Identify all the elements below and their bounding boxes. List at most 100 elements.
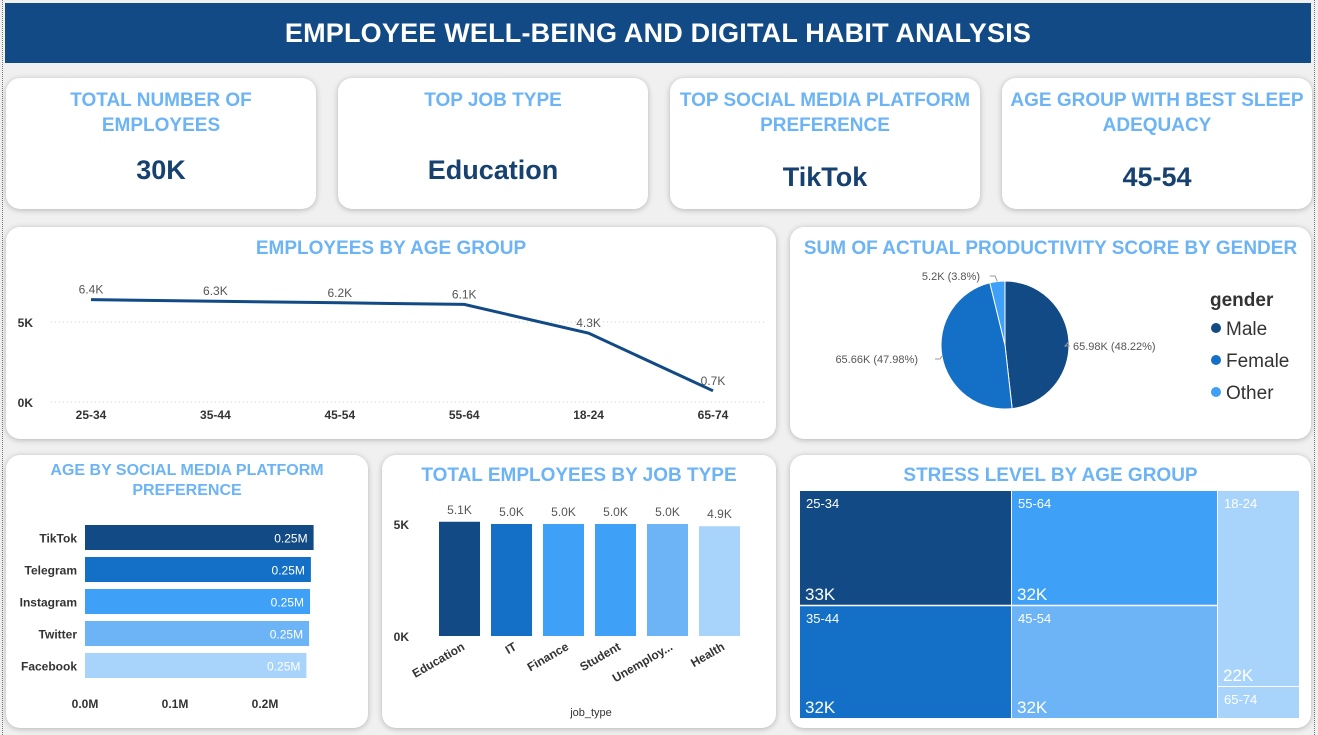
kpi-value: TikTok [782, 162, 868, 192]
data-label: 6.2K [327, 286, 352, 300]
data-label: 5.0K [499, 505, 524, 519]
chart-title: TOTAL EMPLOYEES BY JOB TYPE [421, 465, 737, 486]
pie-chart-card[interactable]: SUM OF ACTUAL PRODUCTIVITY SCORE BY GEND… [790, 227, 1311, 439]
column-bar [543, 524, 584, 636]
x-axis-title: job_type [569, 707, 612, 719]
column-chart-svg: 5K0K5.1KEducation5.0KIT5.0KFinance5.0KSt… [394, 503, 740, 719]
treemap-tile-value: 32K [1017, 585, 1048, 604]
treemap-tile-value: 32K [805, 698, 836, 717]
treemap-tile [1012, 606, 1217, 718]
treemap-tile-label: 45-54 [1018, 611, 1051, 626]
dashboard-header: EMPLOYEE WELL-BEING AND DIGITAL HABIT AN… [5, 3, 1311, 63]
kpi-title: TOP SOCIAL MEDIA PLATFORM PREFERENCE [679, 90, 971, 136]
treemap-tile [1218, 687, 1299, 718]
data-label: 5.0K [655, 505, 680, 519]
treemap-tile-label: 35-44 [806, 611, 839, 626]
treemap-tile [800, 491, 1011, 605]
hbar [85, 557, 311, 582]
line-chart-svg: 0K 5K 25-34 6.4K 35-44 6.3K 45-54 6.2K 55-64 6.1K… [18, 283, 766, 422]
pie-leader-line [1063, 341, 1070, 347]
pie-chart-svg: 65.98K (48.22%) 65.66K (47.98%) 5.2K (3.8%… [835, 271, 1289, 410]
legend-marker [1211, 355, 1221, 365]
pie-slice [1004, 280, 1070, 410]
kpi-title: TOTAL NUMBER OF EMPLOYEES [70, 90, 252, 136]
pie-leader-line [935, 355, 943, 360]
data-label: 0.25M [272, 564, 305, 578]
column-bar [647, 524, 688, 636]
dashboard-title: EMPLOYEE WELL-BEING AND DIGITAL HABIT AN… [284, 17, 1032, 48]
treemap-tile [800, 606, 1011, 718]
y-tick-label: 0K [394, 630, 410, 644]
data-label: 6.1K [452, 287, 477, 301]
treemap-tile [1218, 491, 1299, 686]
y-tick-label: 5K [18, 316, 34, 330]
pie-slice [940, 282, 1013, 410]
chart-title: AGE BY SOCIAL MEDIA PLATFORM PREFERENCE [50, 462, 324, 499]
x-tick-label: Finance [525, 639, 572, 674]
data-label: 0.25M [267, 660, 300, 674]
legend-label: Female [1226, 351, 1289, 372]
treemap-svg: 25-34 33K 55-64 32K 35-44 32K 45-54 32K 18-24 22K… [800, 491, 1299, 718]
kpi-card-total-employees[interactable]: TOTAL NUMBER OF EMPLOYEES 30K [6, 78, 316, 209]
line-chart-card[interactable]: EMPLOYEES BY AGE GROUP 0K 5K 25-34 6.4K 35-4… [6, 227, 776, 439]
x-tick-label: 55-64 [449, 408, 480, 422]
legend-label: Male [1226, 319, 1267, 340]
y-tick-label: 0K [18, 396, 34, 410]
y-tick-label: TikTok [39, 532, 77, 546]
treemap-tile-label: 55-64 [1018, 496, 1051, 511]
kpi-title: TOP JOB TYPE [424, 90, 562, 111]
kpi-value: Education [427, 155, 559, 185]
legend-marker [1211, 387, 1221, 397]
treemap-tile-label: 18-24 [1224, 496, 1257, 511]
data-label: 0.7K [701, 374, 726, 388]
data-label: 0.25M [270, 628, 303, 642]
kpi-card-sleep-adequacy[interactable]: AGE GROUP WITH BEST SLEEP ADEQUACY 45-54 [1002, 78, 1312, 209]
column-bar [439, 521, 480, 636]
x-tick-label: 0.2M [252, 697, 279, 711]
kpi-value: 30K [136, 155, 186, 185]
kpi-card-top-job-type[interactable]: TOP JOB TYPE Education [338, 78, 648, 209]
data-label: 4.9K [707, 507, 732, 521]
hbar [85, 589, 310, 614]
treemap-tile-label: 25-34 [806, 496, 839, 511]
column-bar [595, 524, 636, 636]
hbar-chart-card[interactable]: AGE BY SOCIAL MEDIA PLATFORM PREFERENCE … [6, 455, 368, 728]
kpi-card-top-platform[interactable]: TOP SOCIAL MEDIA PLATFORM PREFERENCE Tik… [670, 78, 980, 209]
y-tick-label: 5K [394, 518, 410, 532]
pie-leader-line [990, 275, 998, 282]
x-tick-label: 35-44 [200, 408, 231, 422]
hbar [85, 525, 314, 550]
x-tick-label: Education [410, 639, 467, 680]
chart-title: SUM OF ACTUAL PRODUCTIVITY SCORE BY GEND… [803, 238, 1298, 259]
hbar [85, 621, 310, 646]
treemap-card[interactable]: STRESS LEVEL BY AGE GROUP 25-34 33K 55-64 3… [790, 455, 1311, 728]
hbar [85, 653, 307, 678]
x-tick-label: IT [503, 639, 520, 657]
line-series [90, 298, 714, 393]
data-label: 5.1K [447, 503, 472, 517]
column-bar [491, 524, 532, 636]
data-label: 4.3K [576, 316, 601, 330]
y-tick-label: Instagram [20, 596, 77, 610]
column-chart-card[interactable]: TOTAL EMPLOYEES BY JOB TYPE 5K 0K 5.1K Educ… [382, 455, 776, 728]
x-tick-label: 25-34 [76, 408, 107, 422]
data-label: 0.25M [274, 532, 307, 546]
data-label: 5.0K [551, 505, 576, 519]
hbar-chart-svg: TikTok 0.25M Telegram 0.25M Instagram 0.25M Tw… [20, 525, 314, 711]
x-tick-label: 18-24 [573, 408, 604, 422]
treemap-tile [1012, 491, 1217, 605]
kpi-value: 45-54 [1122, 162, 1192, 192]
data-label: 6.4K [79, 283, 104, 297]
y-tick-label: Twitter [39, 628, 78, 642]
legend-title: gender [1210, 290, 1274, 311]
y-tick-label: Telegram [25, 564, 77, 578]
x-tick-label: 0.0M [72, 697, 99, 711]
data-label: 0.25M [271, 596, 304, 610]
legend-label: Other [1226, 383, 1274, 404]
pie-data-label: 65.66K (47.98%) [835, 354, 918, 366]
data-label: 6.3K [203, 284, 228, 298]
pie-data-label: 5.2K (3.8%) [922, 271, 980, 283]
x-tick-label: 0.1M [162, 697, 189, 711]
data-label: 5.0K [603, 505, 628, 519]
